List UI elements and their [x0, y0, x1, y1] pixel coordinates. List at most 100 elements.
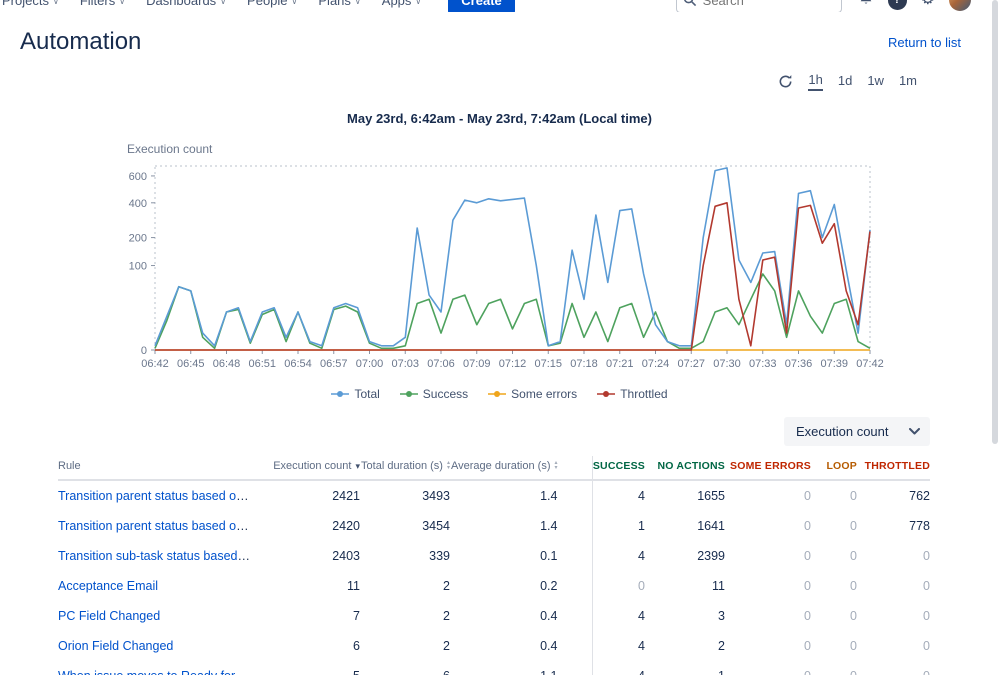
rule-link[interactable]: PC Field Changed: [58, 609, 161, 623]
cell-throttled: 0: [923, 609, 930, 623]
column-header-label: Total duration (s): [361, 460, 443, 472]
rule-link[interactable]: Orion Field Changed: [58, 639, 174, 653]
cell-loop: 0: [850, 519, 857, 533]
cell-avg_duration: 0.4: [540, 609, 558, 623]
metric-dropdown-value: Execution count: [796, 424, 889, 439]
search-input[interactable]: [675, 0, 842, 12]
nav-item-dashboards[interactable]: Dashboards ∨: [146, 0, 226, 8]
notifications-icon[interactable]: [858, 0, 874, 11]
nav-item-projects[interactable]: Projects ∨: [2, 0, 59, 8]
cell-throttled: 0: [923, 549, 930, 563]
cell-no_actions: 2399: [697, 549, 725, 563]
svg-text:07:18: 07:18: [570, 358, 598, 370]
legend-marker: [488, 387, 507, 401]
legend-label: Total: [354, 387, 380, 401]
nav-item-plans[interactable]: Plans ∨: [318, 0, 360, 8]
column-header-some_errors[interactable]: SOME ERRORS: [725, 456, 811, 481]
cell-avg_duration: 1.4: [540, 519, 558, 533]
cell-avg_duration: 0.4: [540, 639, 558, 653]
column-header-throttled[interactable]: THROTTLED: [857, 456, 930, 481]
column-header-loop[interactable]: LOOP: [811, 456, 857, 481]
table-body: Transition parent status based on sub-ta…: [58, 480, 930, 675]
cell-avg_duration: 1.1: [450, 661, 592, 675]
cell-throttled: 762: [909, 489, 930, 503]
cell-throttled: 0: [857, 661, 930, 675]
rule-link[interactable]: Transition parent status based on sub-ta…: [58, 489, 259, 503]
rule-link[interactable]: Transition parent status based on sub-ta…: [58, 519, 259, 533]
range-option-1w[interactable]: 1w: [867, 73, 884, 88]
nav-item-apps[interactable]: Apps ∨: [382, 0, 422, 8]
column-header-total_duration[interactable]: Total duration (s) ▴ ▾: [360, 456, 450, 481]
column-header-execution_count[interactable]: Execution count ▾: [259, 456, 360, 481]
cell-no_actions: 1641: [697, 519, 725, 533]
search-icon: [683, 0, 696, 7]
cell-rule: When issue moves to Ready for...: [58, 661, 259, 675]
cell-some_errors: 0: [804, 579, 811, 593]
cell-no_actions: 11: [712, 579, 725, 593]
avatar[interactable]: [949, 0, 971, 11]
cell-some_errors: 0: [804, 519, 811, 533]
legend-item-throttled[interactable]: Throttled: [597, 387, 668, 401]
cell-success: 4: [591, 601, 645, 631]
svg-text:07:36: 07:36: [785, 358, 813, 370]
rule-link[interactable]: When issue moves to Ready for...: [58, 669, 245, 675]
cell-no_actions: 1655: [697, 489, 725, 503]
column-header-rule[interactable]: Rule: [58, 456, 259, 481]
rule-link[interactable]: Transition sub-task status based on stor…: [58, 549, 259, 563]
range-option-1h[interactable]: 1h: [808, 72, 823, 91]
svg-text:07:00: 07:00: [356, 358, 384, 370]
gear-icon[interactable]: ⚙: [921, 0, 935, 8]
create-button[interactable]: Create: [448, 0, 515, 12]
cell-total_duration: 3454: [422, 519, 450, 533]
nav-items: Projects ∨ Filters ∨ Dashboards ∨ People ∨ Plans…: [2, 0, 442, 8]
rule-link[interactable]: Acceptance Email: [58, 579, 159, 593]
help-icon[interactable]: ?: [887, 0, 907, 10]
chart-canvas: 0 100 200 400 600 06:42 06:45 06:48 06:51 06:54 06…: [129, 165, 884, 370]
scrollbar-thumb[interactable]: [992, 0, 998, 444]
refresh-icon[interactable]: [778, 74, 793, 89]
cell-total_duration: 2: [443, 639, 450, 653]
cell-avg_duration: 0.1: [540, 549, 558, 563]
svg-text:400: 400: [129, 198, 147, 210]
column-header-avg_duration[interactable]: Average duration (s) ▴ ▾: [450, 456, 592, 481]
return-to-list-link[interactable]: Return to list: [888, 34, 961, 50]
cell-throttled: 0: [923, 639, 930, 653]
nav-item-filters[interactable]: Filters ∨: [80, 0, 125, 8]
vertical-scrollbar[interactable]: [991, 0, 999, 675]
cell-loop: 0: [850, 549, 857, 563]
nav-item-people[interactable]: People ∨: [247, 0, 297, 8]
legend-item-total[interactable]: Total: [331, 387, 380, 401]
cell-total_duration: 2: [443, 579, 450, 593]
column-header-label: THROTTLED: [864, 460, 930, 472]
cell-rule: Transition sub-task status based on stor…: [58, 541, 259, 571]
column-header-no_actions[interactable]: NO ACTIONS: [645, 456, 725, 481]
cell-throttled: 0: [923, 579, 930, 593]
legend-marker: [331, 387, 350, 401]
metric-dropdown[interactable]: Execution count: [784, 417, 930, 446]
svg-text:200: 200: [129, 233, 147, 245]
cell-some_errors: 0: [804, 549, 811, 563]
search-box: [675, 0, 842, 12]
cell-execution_count: 7: [353, 609, 360, 623]
cell-success: 1: [591, 511, 645, 541]
legend-item-some-errors[interactable]: Some errors: [488, 387, 577, 401]
y-axis-title: Execution count: [127, 142, 213, 156]
cell-execution_count: 2403: [332, 549, 360, 563]
range-option-1d[interactable]: 1d: [837, 73, 853, 88]
legend-item-success[interactable]: Success: [399, 387, 468, 401]
cell-execution_count: 6: [353, 639, 360, 653]
range-option-1m[interactable]: 1m: [898, 73, 917, 88]
range-options: 1h 1d 1w 1m: [808, 72, 917, 91]
column-header-label: NO ACTIONS: [657, 460, 725, 472]
rules-table: Rule Execution count ▾ Total duration (s) ▴ ▾…: [58, 456, 930, 675]
column-header-label: Rule: [58, 460, 81, 472]
cell-loop: 0: [850, 609, 857, 623]
svg-text:07:30: 07:30: [713, 358, 741, 370]
cell-total_duration: 2: [443, 609, 450, 623]
svg-text:07:12: 07:12: [499, 358, 527, 370]
cell-some_errors: 0: [725, 661, 811, 675]
sort-icon: ▴ ▾: [446, 460, 450, 472]
table-row: When issue moves to Ready for...561.1410…: [58, 661, 930, 675]
time-range-controls: 1h 1d 1w 1m: [0, 72, 999, 91]
column-header-success[interactable]: SUCCESS: [591, 456, 645, 481]
